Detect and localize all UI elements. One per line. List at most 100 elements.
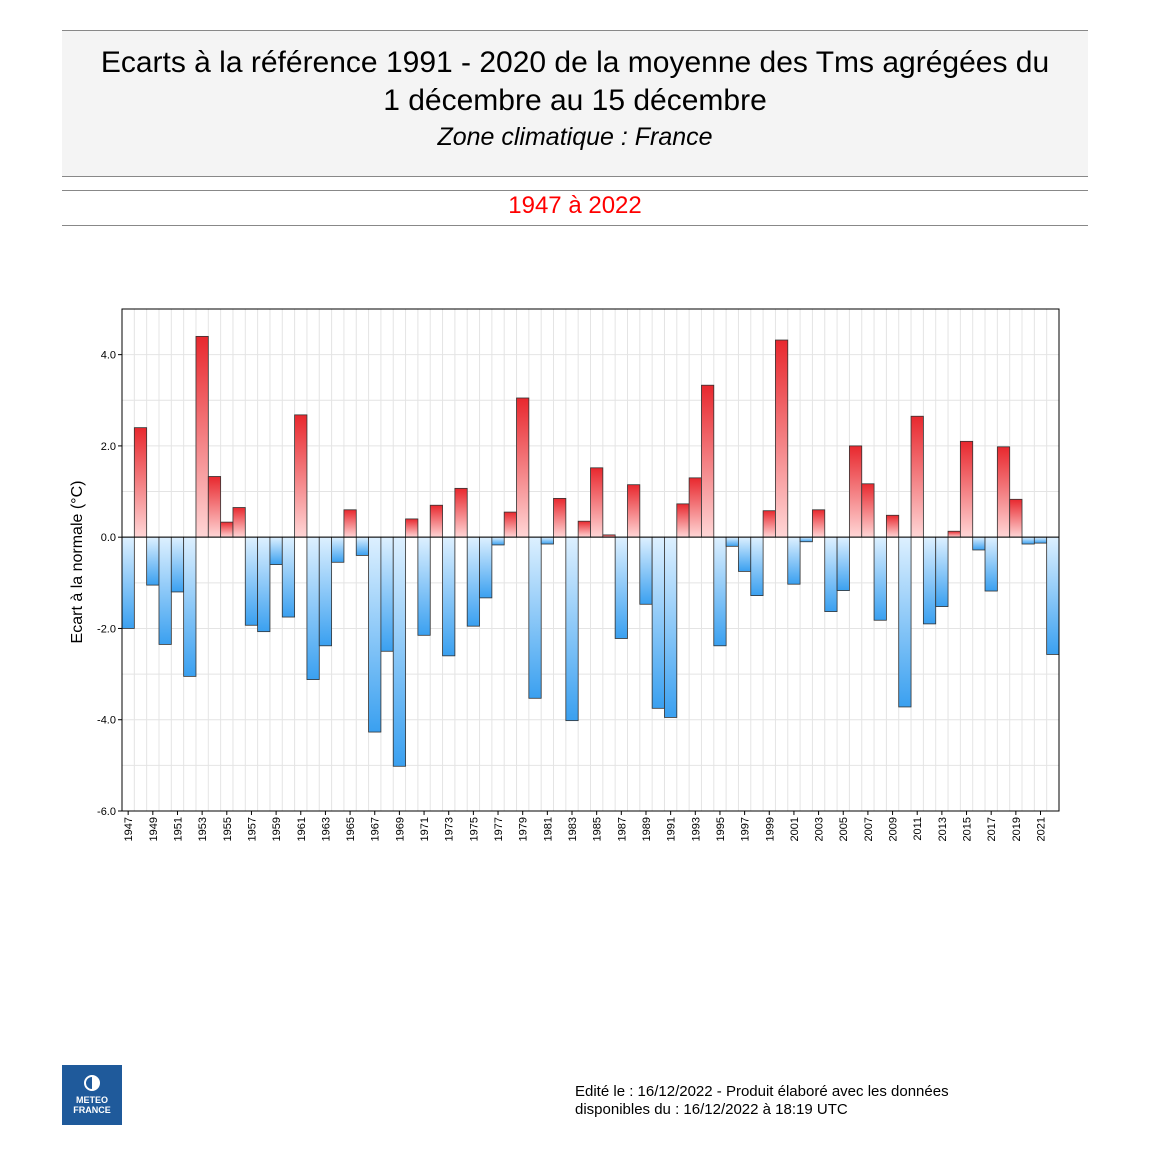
x-tick-label-2013: 2013 xyxy=(937,817,949,841)
bar-1974 xyxy=(454,487,468,538)
bar-1985 xyxy=(590,467,604,538)
bar-1990 xyxy=(651,536,665,709)
x-tick-label-1963: 1963 xyxy=(320,817,332,841)
bar-2014 xyxy=(947,530,961,538)
x-tick-label-1991: 1991 xyxy=(666,817,678,841)
x-tick-label-2005: 2005 xyxy=(838,817,850,841)
x-tick-label-1989: 1989 xyxy=(641,817,653,841)
bar-2020 xyxy=(1021,536,1035,545)
bar-1991 xyxy=(664,536,678,718)
x-tick-label-1959: 1959 xyxy=(271,817,283,841)
bar-1975 xyxy=(466,536,480,627)
x-tick-label-2007: 2007 xyxy=(863,817,875,841)
bar-1967 xyxy=(368,536,382,733)
bar-2011 xyxy=(910,415,924,538)
x-tick-label-1985: 1985 xyxy=(592,817,604,841)
footer-line1: Edité le : 16/12/2022 - Produit élaboré … xyxy=(575,1083,949,1100)
period-panel: 1947 à 2022 xyxy=(62,190,1088,226)
meteo-france-logo: METEO FRANCE xyxy=(62,1065,122,1125)
bar-2003 xyxy=(812,509,826,538)
x-tick-label-1995: 1995 xyxy=(715,817,727,841)
bar-1961 xyxy=(294,414,308,538)
bar-1976 xyxy=(479,536,493,599)
bar-1954 xyxy=(207,476,222,538)
bar-1965 xyxy=(343,509,357,538)
x-tick-label-2011: 2011 xyxy=(912,817,924,841)
bar-1994 xyxy=(701,384,715,538)
bar-2006 xyxy=(849,445,863,538)
bar-1981 xyxy=(540,536,554,545)
bar-1982 xyxy=(553,497,567,538)
x-tick-label-1983: 1983 xyxy=(567,817,579,841)
bar-1951 xyxy=(170,536,185,593)
bar-1968 xyxy=(380,536,394,652)
bar-2000 xyxy=(775,339,789,538)
bar-2008 xyxy=(873,536,887,621)
bar-1948 xyxy=(133,427,148,538)
x-tick-label-2015: 2015 xyxy=(962,817,974,841)
bar-1977 xyxy=(491,536,505,546)
bar-1958 xyxy=(257,536,271,633)
bar-2004 xyxy=(824,536,838,612)
bar-1973 xyxy=(442,536,456,657)
bar-2017 xyxy=(984,536,998,592)
chart-subtitle: Zone climatique : France xyxy=(437,123,713,151)
y-tick-label: -6.0 xyxy=(97,806,116,818)
x-tick-label-2001: 2001 xyxy=(789,817,801,841)
x-tick-label-1953: 1953 xyxy=(197,817,209,841)
x-tick-label-1967: 1967 xyxy=(370,817,382,841)
bar-1952 xyxy=(183,536,197,677)
period-label: 1947 à 2022 xyxy=(508,192,642,219)
x-tick-label-1979: 1979 xyxy=(518,817,530,841)
bar-1998 xyxy=(750,536,764,596)
bar-2012 xyxy=(922,536,937,625)
x-tick-label-2017: 2017 xyxy=(986,817,998,841)
bar-2015 xyxy=(959,440,974,538)
bar-1960 xyxy=(281,536,296,618)
bar-2021 xyxy=(1033,536,1048,544)
x-tick-label-2021: 2021 xyxy=(1036,817,1048,841)
chart-title-line2: 1 décembre au 15 décembre xyxy=(383,84,767,117)
x-tick-label-1955: 1955 xyxy=(222,817,234,841)
bar-2016 xyxy=(972,536,986,551)
bar-2022 xyxy=(1046,536,1060,655)
bar-1955 xyxy=(220,521,234,538)
bar-1997 xyxy=(738,536,752,572)
y-tick-label: -2.0 xyxy=(97,623,116,635)
y-axis-label: Ecart à la normale (°C) xyxy=(69,481,86,644)
y-tick-label: 2.0 xyxy=(101,441,116,453)
footer-line2: disponibles du : 16/12/2022 à 18:19 UTC xyxy=(575,1101,848,1118)
bar-1966 xyxy=(355,536,369,556)
x-tick-label-1977: 1977 xyxy=(493,817,505,841)
bar-1989 xyxy=(639,536,653,605)
x-tick-label-1999: 1999 xyxy=(764,817,776,841)
title-panel: Ecarts à la référence 1991 - 2020 de la … xyxy=(62,30,1088,177)
logo-text-line1: METEO xyxy=(75,1095,108,1105)
bar-1984 xyxy=(577,520,591,538)
x-tick-label-1965: 1965 xyxy=(345,817,357,841)
bar-2019 xyxy=(1009,498,1023,538)
bar-1956 xyxy=(232,507,246,538)
bar-1964 xyxy=(331,536,345,563)
y-tick-label: 4.0 xyxy=(101,350,116,362)
bar-2001 xyxy=(787,536,801,585)
x-tick-label-1971: 1971 xyxy=(419,817,431,841)
bar-1970 xyxy=(405,518,419,538)
x-tick-label-2003: 2003 xyxy=(814,817,826,841)
bar-1950 xyxy=(158,536,172,645)
x-tick-label-1993: 1993 xyxy=(690,817,702,841)
bar-1987 xyxy=(614,536,628,639)
x-tick-label-2019: 2019 xyxy=(1011,817,1023,841)
bar-2002 xyxy=(799,536,813,543)
footer-note: Edité le : 16/12/2022 - Produit élaboré … xyxy=(575,1083,949,1119)
x-tick-label-1961: 1961 xyxy=(296,817,308,841)
bar-1953 xyxy=(195,335,209,538)
bar-2007 xyxy=(861,483,875,538)
bar-2018 xyxy=(996,446,1011,538)
bar-1993 xyxy=(688,477,702,538)
x-tick-label-1981: 1981 xyxy=(542,817,554,841)
bar-1972 xyxy=(429,504,443,538)
x-tick-label-1987: 1987 xyxy=(616,817,628,841)
bar-1979 xyxy=(516,397,530,538)
bar-1992 xyxy=(676,503,690,538)
